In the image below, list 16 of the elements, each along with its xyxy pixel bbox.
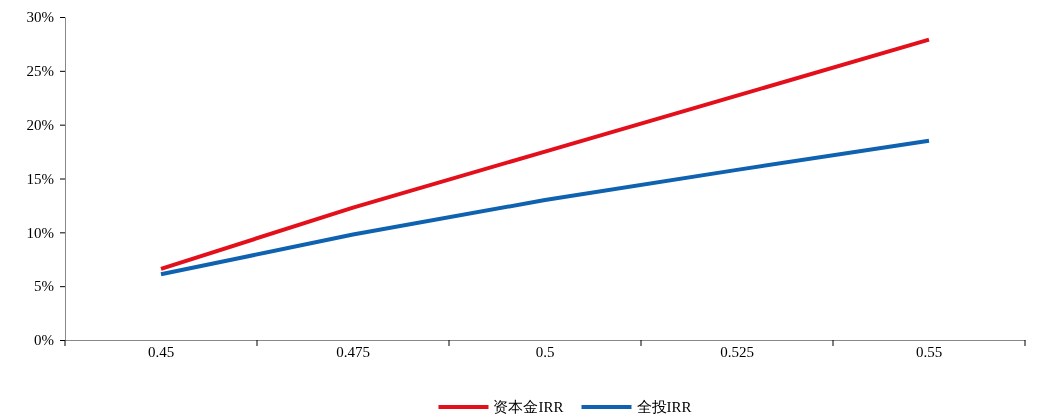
y-tick-label: 25% [26,63,54,80]
x-tick-label: 0.525 [720,344,754,360]
y-tick-label: 5% [34,278,54,295]
y-tick-label: 20% [26,116,54,133]
y-tick-label: 10% [26,224,54,241]
x-tick-label: 0.475 [336,344,370,360]
y-tick-label: 0% [34,332,54,349]
x-tick-label: 0.55 [915,344,943,360]
line-series [159,37,931,271]
legend-label: 全投IRR [636,399,692,415]
x-tick-label: 0.45 [147,344,175,360]
legend-label: 资本金IRR [493,399,564,415]
line-series [159,138,931,277]
y-tick-label: 30% [26,9,54,26]
y-tick-label: 15% [26,170,54,187]
x-tick-label: 0.5 [535,344,555,360]
